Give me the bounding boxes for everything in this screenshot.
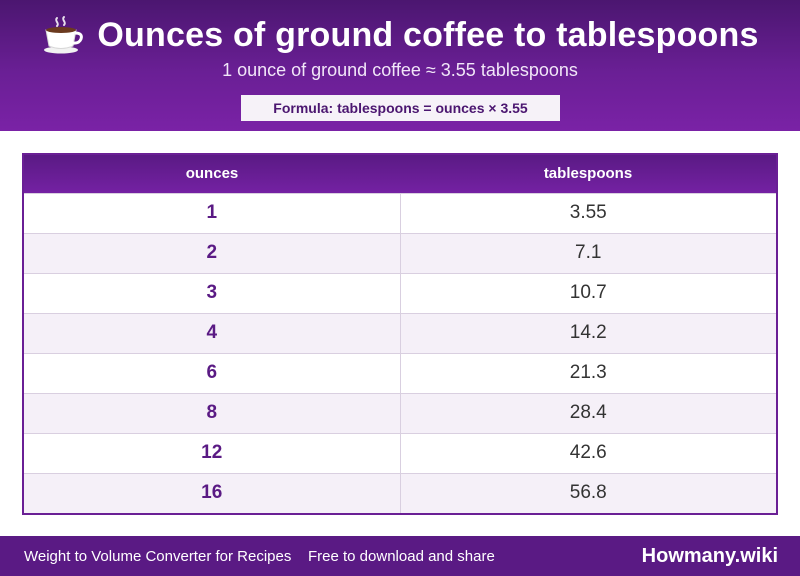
table-row: 2 7.1: [24, 232, 776, 273]
footer-brand-logo[interactable]: Howmany.wiki: [641, 544, 778, 567]
title-row: Ounces of ground coffee to tablespoons: [0, 12, 800, 58]
footer-bar: Weight to Volume Converter for Recipes F…: [0, 536, 800, 576]
formula-badge: Formula: tablespoons = ounces × 3.55: [241, 95, 560, 121]
table-row: 1 3.55: [24, 192, 776, 233]
column-header-tablespoons: tablespoons: [543, 165, 633, 183]
tablespoons-cell: 42.6: [400, 432, 776, 473]
header-banner: Ounces of ground coffee to tablespoons 1…: [0, 0, 800, 131]
ounces-cell: 8: [24, 392, 401, 433]
tablespoons-cell: 7.1: [400, 232, 776, 273]
table-row: 16 56.8: [24, 472, 776, 513]
column-header-ounces: ounces: [185, 165, 239, 183]
ounces-cell: 2: [24, 232, 401, 273]
page-title: Ounces of ground coffee to tablespoons: [97, 15, 759, 54]
footer-share-text: Free to download and share: [308, 547, 495, 565]
coffee-cup-icon: [44, 16, 84, 54]
page-subtitle: 1 ounce of ground coffee ≈ 3.55 tablespo…: [222, 60, 578, 80]
ounces-cell: 1: [24, 192, 401, 233]
table-row: 12 42.6: [24, 432, 776, 473]
ounces-cell: 16: [24, 472, 401, 513]
table-row: 8 28.4: [24, 392, 776, 433]
tablespoons-cell: 28.4: [400, 392, 776, 433]
ounces-cell: 12: [24, 432, 401, 473]
tablespoons-cell: 14.2: [400, 312, 776, 353]
table-row: 3 10.7: [24, 272, 776, 313]
tablespoons-cell: 3.55: [400, 192, 776, 233]
conversion-table-grid: ounces tablespoons 1 3.55 2 7.1 3 10.7 4…: [24, 155, 776, 513]
table-row: 6 21.3: [24, 352, 776, 393]
footer-converter-link[interactable]: Weight to Volume Converter for Recipes: [24, 547, 292, 565]
table-header-row: ounces tablespoons: [24, 155, 776, 193]
tablespoons-cell: 21.3: [400, 352, 776, 393]
tablespoons-cell: 10.7: [400, 272, 776, 313]
ounces-cell: 4: [24, 312, 401, 353]
ounces-cell: 3: [24, 272, 401, 313]
tablespoons-cell: 56.8: [400, 472, 776, 513]
conversion-table: ounces tablespoons 1 3.55 2 7.1 3 10.7 4…: [22, 153, 778, 515]
table-row: 4 14.2: [24, 312, 776, 353]
ounces-cell: 6: [24, 352, 401, 393]
